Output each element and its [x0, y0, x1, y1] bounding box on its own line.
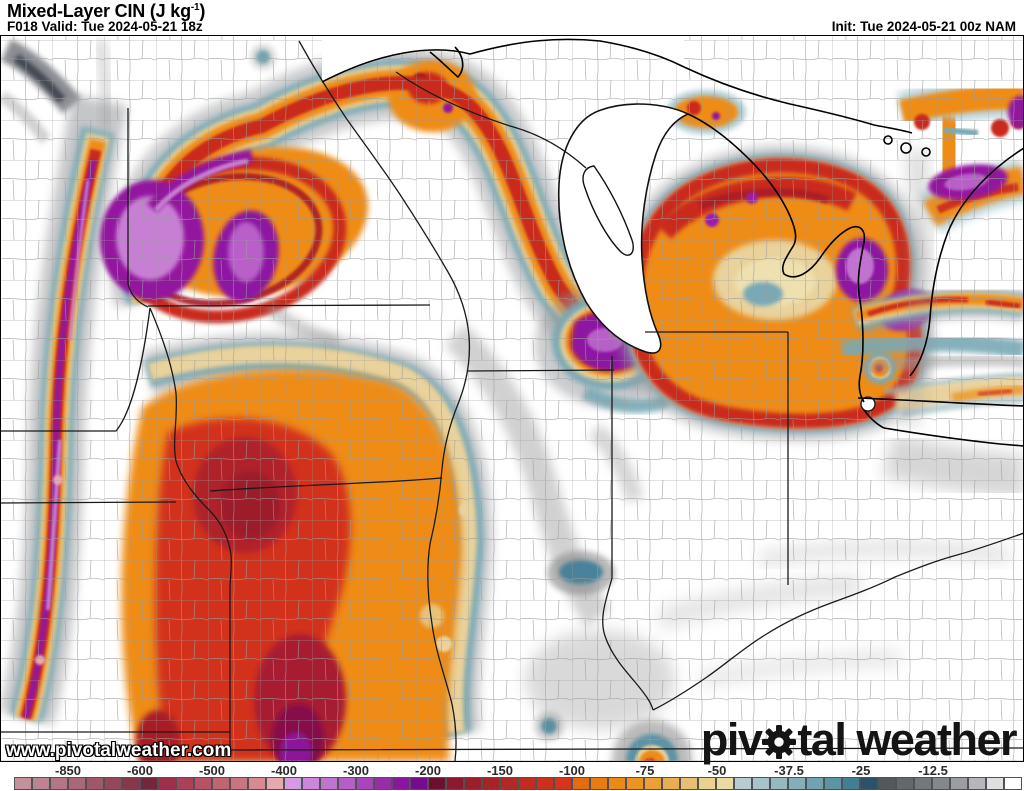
colorbar-tick-label: -200: [414, 763, 442, 778]
colorbar-tick-label: -850: [54, 763, 82, 778]
logo-text-weather: weather: [856, 714, 1017, 765]
colorbar-tick-label: -25: [851, 763, 871, 778]
header: Mixed-Layer CIN (J kg-1) F018 Valid: Tue…: [0, 0, 1024, 35]
colorbar-cell: [446, 777, 464, 790]
lake-st-clair: [860, 396, 876, 412]
colorbar-cell: [176, 777, 194, 790]
colorbar-cell: [716, 777, 734, 790]
colorbar-cell: [482, 777, 500, 790]
colorbar-cell: [644, 777, 662, 790]
colorbar-tick-label: -600: [126, 763, 154, 778]
colorbar-cell: [302, 777, 320, 790]
watermark-url: www.pivotalweather.com: [6, 740, 232, 761]
colorbar-cell: [266, 777, 284, 790]
colorbar-cell: [626, 777, 644, 790]
colorbar-cell: [950, 777, 968, 790]
colorbar-cell: [968, 777, 986, 790]
colorbar-cell: [986, 777, 1004, 790]
colorbar-cell: [104, 777, 122, 790]
colorbar-tick-label: -300: [342, 763, 370, 778]
page-title: Mixed-Layer CIN (J kg-1): [7, 1, 205, 22]
colorbar-tick-label: -100: [558, 763, 586, 778]
green-bay: [582, 165, 634, 256]
colorbar-cell: [554, 777, 572, 790]
colorbar-cell: [698, 777, 716, 790]
colorbar-cell: [806, 777, 824, 790]
colorbar-tick-label: -500: [198, 763, 226, 778]
colorbar-tick-label: -50: [707, 763, 727, 778]
valid-time-label: F018 Valid: Tue 2024-05-21 18z: [7, 19, 203, 34]
colorbar-cell: [752, 777, 770, 790]
colorbar-tick-label: -12.5: [918, 763, 948, 778]
colorbar-cell: [680, 777, 698, 790]
colorbar-cell: [662, 777, 680, 790]
colorbar-cell: [50, 777, 68, 790]
colorbar-cell: [428, 777, 446, 790]
colorbar-cell: [122, 777, 140, 790]
colorbar-cell: [338, 777, 356, 790]
colorbar-cell: [464, 777, 482, 790]
colorbar-cell: [68, 777, 86, 790]
colorbar-cell: [1004, 777, 1022, 790]
colorbar-cell: [608, 777, 626, 790]
colorbar-cell: [932, 777, 950, 790]
colorbar-cell: [734, 777, 752, 790]
pivotal-weather-logo: piv tal weather: [700, 714, 1018, 766]
colorbar-cell: [32, 777, 50, 790]
colorbar-tick-label: -75: [635, 763, 655, 778]
colorbar-cell: [248, 777, 266, 790]
shorelines: [321, 38, 1024, 447]
colorbar-cell: [842, 777, 860, 790]
lake-superior: [322, 35, 684, 82]
colorbar-cell: [356, 777, 374, 790]
colorbar-cell: [194, 777, 212, 790]
colorbar-cell: [320, 777, 338, 790]
colorbar-cell: [536, 777, 554, 790]
colorbar-cell: [500, 777, 518, 790]
field-title: Mixed-Layer CIN: [7, 1, 146, 21]
colorbar-tick-label: -150: [486, 763, 514, 778]
colorbar-cell: [86, 777, 104, 790]
colorbar-cell: [896, 777, 914, 790]
state-borders: [0, 40, 1024, 762]
colorbar-cell: [770, 777, 788, 790]
colorbar-cell: [590, 777, 608, 790]
colorbar-tick-label: -400: [270, 763, 298, 778]
colorbar-cell: [824, 777, 842, 790]
colorbar-cell: [14, 777, 32, 790]
colorbar-cell: [230, 777, 248, 790]
logo-text-piv: piv: [700, 714, 763, 765]
colorbar-cell: [212, 777, 230, 790]
colorbar-cell: [914, 777, 932, 790]
logo-text-tal: tal: [797, 714, 847, 765]
lakes: [322, 35, 876, 412]
colorbar-cell: [284, 777, 302, 790]
colorbar-cell: [392, 777, 410, 790]
field-units: (J kg-1): [149, 1, 206, 21]
colorbar-cell: [158, 777, 176, 790]
colorbar: -850 -600 -500 -400 -300 -200 -150 -100 -75 -50 -3…: [0, 762, 1024, 791]
colorbar-cell: [518, 777, 536, 790]
colorbar-cell: [374, 777, 392, 790]
colorbar-cell: [788, 777, 806, 790]
colorbar-cell: [878, 777, 896, 790]
colorbar-cell: [572, 777, 590, 790]
colorbar-cell: [410, 777, 428, 790]
gear-icon: [762, 725, 797, 759]
county-boundaries: [0, 35, 1024, 762]
colorbar-tick-label: -37.5: [774, 763, 804, 778]
colorbar-cell: [140, 777, 158, 790]
colorbar-cell: [860, 777, 878, 790]
init-time-label: Init: Tue 2024-05-21 00z NAM: [831, 19, 1016, 34]
cin-forecast-map: [0, 35, 1024, 762]
